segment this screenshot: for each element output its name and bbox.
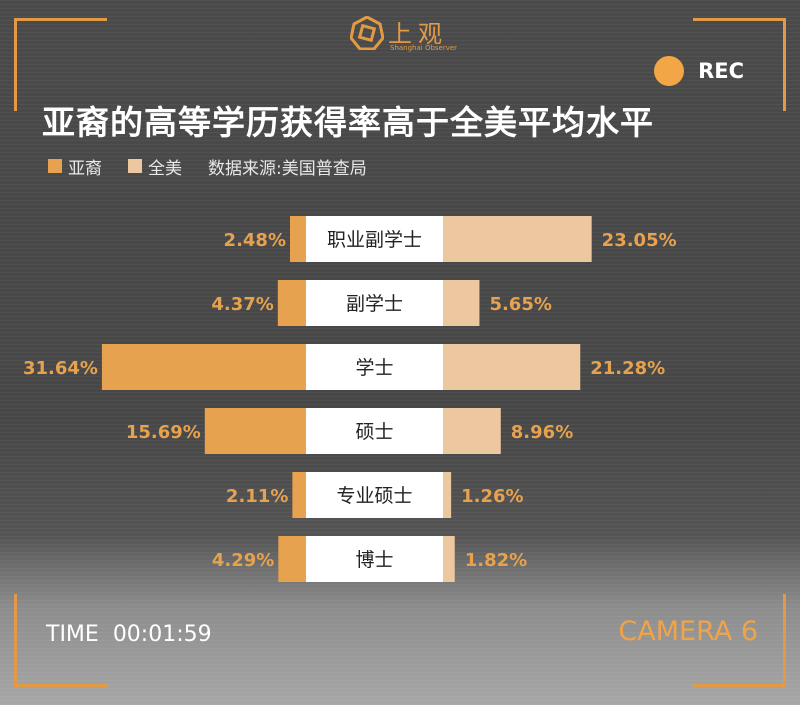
value-label-asian-5: 4.29%	[212, 550, 274, 571]
category-label-2: 学士	[355, 357, 393, 379]
value-label-us-5: 1.82%	[465, 550, 527, 571]
category-label-0: 职业副学士	[327, 229, 422, 251]
category-box-4	[306, 472, 443, 518]
brand-subtitle: Shanghai Observer	[390, 44, 458, 52]
value-label-us-4: 1.26%	[461, 486, 523, 507]
category-label-5: 博士	[355, 549, 393, 571]
bar-us-0	[443, 216, 592, 262]
data-source: 数据来源:美国普查局	[208, 158, 367, 179]
camera-label: CAMERA 6	[618, 616, 758, 647]
category-box-2	[306, 344, 443, 390]
bar-asian-4	[292, 472, 306, 518]
shutter-logo-icon	[350, 16, 384, 50]
value-label-asian-4: 2.11%	[226, 486, 288, 507]
category-box-1	[306, 280, 443, 326]
value-label-asian-0: 2.48%	[224, 230, 286, 251]
rec-indicator: REC	[654, 56, 744, 86]
category-label-4: 专业硕士	[336, 485, 412, 507]
brand-name: 上观	[388, 20, 448, 48]
legend-item-asian: 亚裔	[48, 154, 102, 179]
value-label-us-3: 8.96%	[511, 422, 573, 443]
time-readout: TIME 00:01:59	[46, 622, 212, 647]
category-box-5	[306, 536, 443, 582]
bar-us-4	[443, 472, 452, 518]
legend-label-asian: 亚裔	[68, 158, 102, 179]
legend-label-us: 全美	[148, 158, 182, 179]
rec-label: REC	[698, 59, 744, 83]
legend: 亚裔 全美 数据来源:美国普查局	[48, 154, 367, 179]
legend-swatch-asian	[48, 159, 62, 173]
bar-us-5	[443, 536, 455, 582]
category-box-3	[306, 408, 443, 454]
bar-asian-0	[290, 216, 306, 262]
value-label-us-0: 23.05%	[602, 230, 677, 251]
legend-item-us: 全美	[128, 154, 182, 179]
frame-corner-bottom-left	[14, 594, 107, 687]
value-label-asian-2: 31.64%	[23, 358, 98, 379]
time-label: TIME	[46, 622, 99, 647]
brand-logo: 上观 Shanghai Observer	[350, 14, 460, 56]
value-label-us-2: 21.28%	[590, 358, 665, 379]
category-box-0	[306, 216, 443, 262]
frame-corner-top-left	[14, 18, 107, 111]
value-label-asian-1: 4.37%	[211, 294, 273, 315]
bar-us-1	[443, 280, 480, 326]
category-label-3: 硕士	[355, 421, 393, 443]
value-label-us-1: 5.65%	[489, 294, 551, 315]
chart-title: 亚裔的高等学历获得率高于全美平均水平	[42, 103, 654, 142]
bar-us-3	[443, 408, 501, 454]
frame-corner-top-right	[693, 18, 786, 111]
bar-us-2	[443, 344, 581, 390]
time-value: 00:01:59	[112, 622, 212, 647]
bar-asian-3	[204, 408, 306, 454]
frame-corner-bottom-right	[693, 594, 786, 687]
bar-asian-1	[277, 280, 306, 326]
category-label-1: 副学士	[346, 293, 403, 315]
bar-asian-2	[101, 344, 306, 390]
record-dot-icon	[654, 56, 685, 86]
legend-swatch-us	[128, 159, 142, 173]
value-label-asian-3: 15.69%	[126, 422, 201, 443]
bar-asian-5	[278, 536, 306, 582]
